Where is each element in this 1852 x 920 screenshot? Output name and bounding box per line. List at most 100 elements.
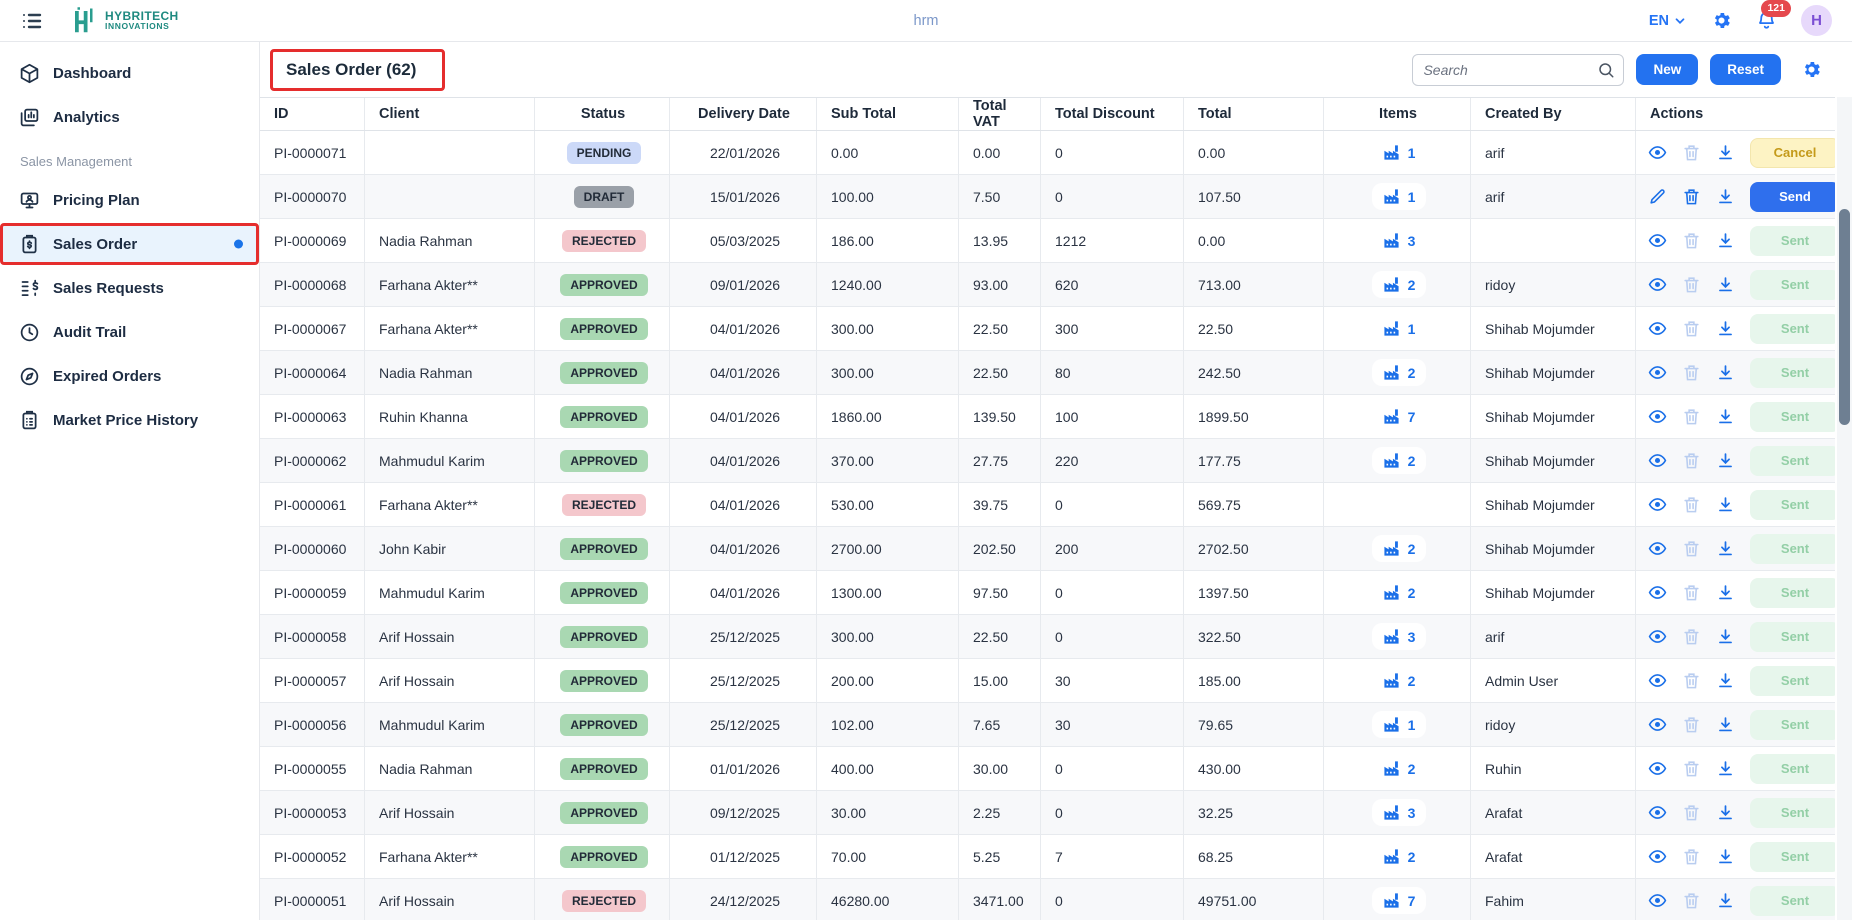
sent-button[interactable]: Sent xyxy=(1750,622,1835,652)
items-link[interactable]: 3 xyxy=(1372,227,1427,254)
download-icon[interactable] xyxy=(1716,231,1735,250)
sent-button[interactable]: Sent xyxy=(1750,578,1835,608)
table-row[interactable]: PI-0000056 Mahmudul Karim APPROVED 25/12… xyxy=(260,703,1835,747)
delete-icon[interactable] xyxy=(1682,407,1701,426)
vertical-scrollbar-thumb[interactable] xyxy=(1839,209,1850,425)
delete-icon[interactable] xyxy=(1682,539,1701,558)
items-link[interactable]: 1 xyxy=(1372,711,1427,738)
delete-icon[interactable] xyxy=(1682,187,1701,206)
download-icon[interactable] xyxy=(1716,627,1735,646)
delete-icon[interactable] xyxy=(1682,715,1701,734)
view-icon[interactable] xyxy=(1648,451,1667,470)
table-row[interactable]: PI-0000069 Nadia Rahman REJECTED 05/03/2… xyxy=(260,219,1835,263)
view-icon[interactable] xyxy=(1648,803,1667,822)
sent-button[interactable]: Sent xyxy=(1750,490,1835,520)
view-icon[interactable] xyxy=(1648,495,1667,514)
hybritech-logo[interactable]: HYBRITECH INNOVATIONS xyxy=(70,6,179,36)
delete-icon[interactable] xyxy=(1682,847,1701,866)
delete-icon[interactable] xyxy=(1682,363,1701,382)
sent-button[interactable]: Sent xyxy=(1750,358,1835,388)
download-icon[interactable] xyxy=(1716,319,1735,338)
user-avatar[interactable]: H xyxy=(1801,5,1832,36)
download-icon[interactable] xyxy=(1716,187,1735,206)
table-row[interactable]: PI-0000057 Arif Hossain APPROVED 25/12/2… xyxy=(260,659,1835,703)
delete-icon[interactable] xyxy=(1682,891,1701,910)
reset-button[interactable]: Reset xyxy=(1710,54,1781,85)
delete-icon[interactable] xyxy=(1682,803,1701,822)
delete-icon[interactable] xyxy=(1682,759,1701,778)
download-icon[interactable] xyxy=(1716,583,1735,602)
delete-icon[interactable] xyxy=(1682,319,1701,338)
items-link[interactable]: 7 xyxy=(1372,887,1427,914)
delete-icon[interactable] xyxy=(1682,231,1701,250)
notifications-bell-icon[interactable]: 121 xyxy=(1756,10,1777,31)
download-icon[interactable] xyxy=(1716,495,1735,514)
download-icon[interactable] xyxy=(1716,847,1735,866)
search-icon[interactable] xyxy=(1597,61,1615,79)
table-row[interactable]: PI-0000071 PENDING 22/01/2026 0.00 0.00 … xyxy=(260,131,1835,175)
edit-icon[interactable] xyxy=(1648,187,1667,206)
sidebar-item-market-price-history[interactable]: Market Price History xyxy=(0,399,259,441)
table-row[interactable]: PI-0000052 Farhana Akter** APPROVED 01/1… xyxy=(260,835,1835,879)
delete-icon[interactable] xyxy=(1682,143,1701,162)
view-icon[interactable] xyxy=(1648,231,1667,250)
download-icon[interactable] xyxy=(1716,671,1735,690)
delete-icon[interactable] xyxy=(1682,583,1701,602)
table-row[interactable]: PI-0000051 Arif Hossain REJECTED 24/12/2… xyxy=(260,879,1835,920)
download-icon[interactable] xyxy=(1716,891,1735,910)
items-link[interactable]: 2 xyxy=(1372,843,1427,870)
delete-icon[interactable] xyxy=(1682,495,1701,514)
delete-icon[interactable] xyxy=(1682,627,1701,646)
view-icon[interactable] xyxy=(1648,583,1667,602)
table-row[interactable]: PI-0000058 Arif Hossain APPROVED 25/12/2… xyxy=(260,615,1835,659)
download-icon[interactable] xyxy=(1716,363,1735,382)
sent-button[interactable]: Sent xyxy=(1750,314,1835,344)
sidebar-item-sales-order[interactable]: Sales Order xyxy=(0,223,259,265)
vertical-scrollbar-track[interactable] xyxy=(1837,97,1852,920)
table-row[interactable]: PI-0000059 Mahmudul Karim APPROVED 04/01… xyxy=(260,571,1835,615)
delete-icon[interactable] xyxy=(1682,275,1701,294)
table-settings-gear-icon[interactable] xyxy=(1801,59,1822,80)
delete-icon[interactable] xyxy=(1682,671,1701,690)
sent-button[interactable]: Sent xyxy=(1750,402,1835,432)
download-icon[interactable] xyxy=(1716,451,1735,470)
table-row[interactable]: PI-0000062 Mahmudul Karim APPROVED 04/01… xyxy=(260,439,1835,483)
sent-button[interactable]: Sent xyxy=(1750,754,1835,784)
items-link[interactable]: 2 xyxy=(1372,535,1427,562)
sidebar-item-audit-trail[interactable]: Audit Trail xyxy=(0,311,259,353)
sent-button[interactable]: Sent xyxy=(1750,710,1835,740)
download-icon[interactable] xyxy=(1716,275,1735,294)
items-link[interactable]: 3 xyxy=(1372,623,1427,650)
table-row[interactable]: PI-0000068 Farhana Akter** APPROVED 09/0… xyxy=(260,263,1835,307)
language-selector[interactable]: EN xyxy=(1649,13,1687,29)
table-row[interactable]: PI-0000053 Arif Hossain APPROVED 09/12/2… xyxy=(260,791,1835,835)
sent-button[interactable]: Sent xyxy=(1750,798,1835,828)
items-link[interactable]: 7 xyxy=(1372,403,1427,430)
view-icon[interactable] xyxy=(1648,407,1667,426)
send-button[interactable]: Send xyxy=(1750,182,1835,212)
view-icon[interactable] xyxy=(1648,319,1667,338)
view-icon[interactable] xyxy=(1648,671,1667,690)
items-link[interactable]: 1 xyxy=(1372,315,1427,342)
download-icon[interactable] xyxy=(1716,143,1735,162)
sent-button[interactable]: Sent xyxy=(1750,886,1835,916)
table-row[interactable]: PI-0000067 Farhana Akter** APPROVED 04/0… xyxy=(260,307,1835,351)
new-button[interactable]: New xyxy=(1636,54,1698,85)
sidebar-item-expired-orders[interactable]: Expired Orders xyxy=(0,355,259,397)
view-icon[interactable] xyxy=(1648,715,1667,734)
cancel-button[interactable]: Cancel xyxy=(1750,138,1835,168)
sidebar-toggle-icon[interactable] xyxy=(20,9,44,33)
view-icon[interactable] xyxy=(1648,143,1667,162)
items-link[interactable]: 2 xyxy=(1372,359,1427,386)
download-icon[interactable] xyxy=(1716,715,1735,734)
sidebar-item-dashboard[interactable]: Dashboard xyxy=(0,52,259,94)
view-icon[interactable] xyxy=(1648,847,1667,866)
table-row[interactable]: PI-0000055 Nadia Rahman APPROVED 01/01/2… xyxy=(260,747,1835,791)
items-link[interactable]: 1 xyxy=(1372,139,1427,166)
sent-button[interactable]: Sent xyxy=(1750,666,1835,696)
download-icon[interactable] xyxy=(1716,539,1735,558)
view-icon[interactable] xyxy=(1648,627,1667,646)
sidebar-item-pricing-plan[interactable]: Pricing Plan xyxy=(0,179,259,221)
sidebar-item-analytics[interactable]: Analytics xyxy=(0,96,259,138)
table-row[interactable]: PI-0000063 Ruhin Khanna APPROVED 04/01/2… xyxy=(260,395,1835,439)
